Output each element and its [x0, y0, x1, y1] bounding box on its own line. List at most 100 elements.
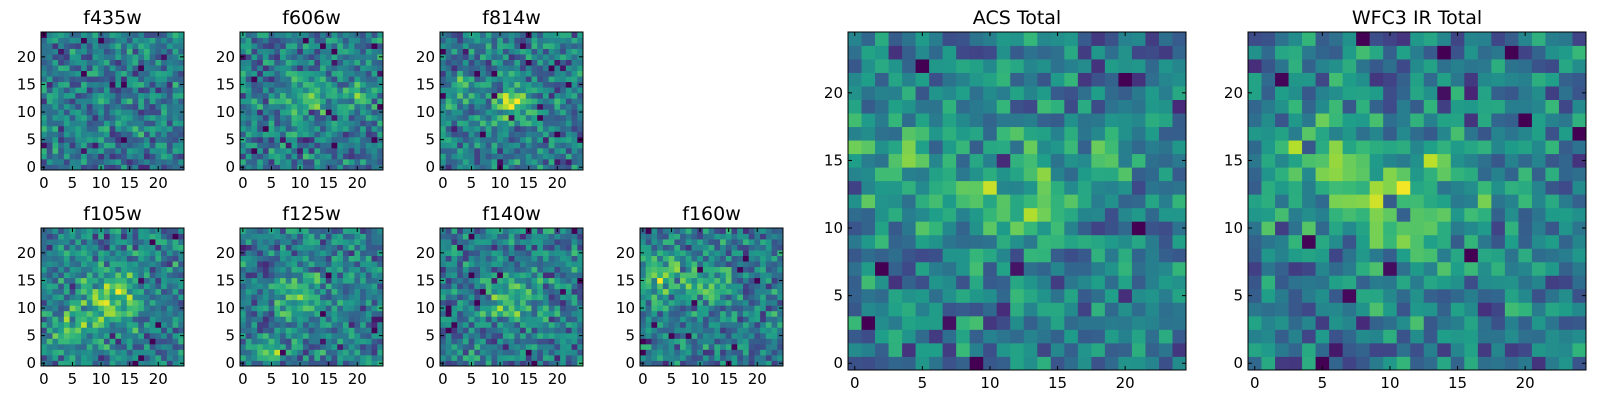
heatmap-cell	[725, 233, 732, 240]
heatmap-cell	[121, 98, 128, 105]
heatmap-cell	[75, 87, 82, 94]
heatmap-cell	[445, 310, 452, 317]
heatmap-cell	[491, 294, 498, 301]
heatmap-cell	[69, 76, 76, 83]
heatmap-cell	[929, 275, 944, 290]
heatmap-cell	[668, 305, 675, 312]
heatmap-cell	[560, 244, 567, 251]
heatmap-cell	[645, 310, 652, 317]
heatmap-cell	[777, 349, 784, 356]
heatmap-cell	[121, 37, 128, 44]
heatmap-cell	[166, 228, 173, 234]
heatmap-cell	[468, 153, 475, 160]
heatmap-cell	[702, 277, 710, 284]
heatmap-cell	[172, 294, 179, 301]
heatmap-cell	[138, 65, 145, 72]
heatmap-cell	[754, 321, 761, 328]
heatmap-cell	[531, 299, 538, 306]
heatmap-cell	[377, 43, 384, 49]
heatmap-cell	[371, 228, 378, 234]
heatmap-cell	[63, 272, 70, 279]
heatmap-cell	[560, 261, 567, 268]
heatmap-cell	[245, 332, 252, 339]
heatmap-cell	[251, 283, 258, 290]
heatmap-cell	[731, 327, 738, 334]
heatmap-cell	[771, 294, 778, 301]
heatmap-cell	[109, 244, 116, 251]
heatmap-cell	[52, 305, 59, 312]
heatmap-cell	[337, 65, 344, 72]
heatmap-cell	[560, 299, 567, 306]
heatmap-cell	[888, 194, 903, 209]
heatmap-cell	[1010, 356, 1025, 371]
heatmap-cell	[720, 305, 727, 312]
heatmap-cell	[178, 37, 185, 44]
heatmap-cell	[46, 277, 53, 284]
heatmap-cell	[92, 305, 99, 312]
heatmap-cell	[502, 120, 510, 127]
heatmap-cell	[508, 277, 515, 284]
heatmap-cell	[577, 338, 584, 345]
heatmap-cell	[548, 233, 555, 240]
heatmap-cell	[138, 321, 145, 328]
heatmap-cell	[81, 136, 88, 143]
heatmap-cell	[777, 321, 784, 328]
heatmap-cell	[274, 109, 281, 116]
heatmap-cell	[115, 70, 122, 77]
heatmap-cell	[691, 299, 698, 306]
heatmap-cell	[98, 81, 105, 88]
heatmap-cell	[565, 164, 572, 171]
heatmap-cell	[457, 272, 464, 279]
heatmap-cell	[445, 120, 452, 127]
heatmap-cell	[285, 37, 292, 44]
heatmap-cell	[121, 59, 128, 66]
heatmap-cell	[748, 244, 755, 251]
heatmap-cell	[497, 299, 504, 306]
heatmap-cell	[126, 114, 133, 121]
heatmap-cell	[474, 43, 481, 49]
heatmap-cell	[354, 321, 361, 328]
heatmap-cell	[314, 255, 321, 262]
heatmap-cell	[491, 103, 498, 110]
heatmap-cell	[331, 114, 338, 121]
heatmap-cell	[155, 343, 162, 350]
heatmap-cell	[462, 153, 469, 160]
heatmap-cell	[514, 103, 521, 110]
heatmap-cell	[132, 360, 139, 367]
heatmap-cell	[149, 142, 156, 149]
heatmap-cell	[132, 294, 139, 301]
heatmap-cell	[132, 354, 139, 361]
heatmap-cell	[132, 70, 139, 77]
heatmap-cell	[126, 283, 133, 290]
heatmap-cell	[708, 327, 715, 334]
heatmap-cell	[172, 327, 179, 334]
heatmap-cell	[121, 250, 128, 256]
heatmap-cell	[1050, 329, 1065, 344]
heatmap-cell	[548, 343, 555, 350]
heatmap-cell	[69, 70, 76, 77]
heatmap-cell	[571, 321, 578, 328]
heatmap-cell	[52, 250, 59, 256]
heatmap-cell	[103, 48, 111, 55]
heatmap-cell	[132, 299, 139, 306]
heatmap-cell	[888, 315, 903, 330]
heatmap-cell	[565, 92, 572, 99]
heatmap-cell	[138, 48, 145, 55]
heatmap-cell	[314, 266, 321, 273]
heatmap-cell	[1158, 356, 1173, 371]
heatmap-cell	[1145, 356, 1160, 371]
heatmap-cell	[308, 109, 315, 116]
heatmap-cell	[485, 153, 492, 160]
heatmap-cell	[297, 288, 304, 295]
heatmap-cell	[121, 283, 128, 290]
heatmap-cell	[440, 65, 447, 72]
heatmap-cell	[52, 239, 59, 245]
heatmap-cell	[685, 327, 692, 334]
heatmap-cell	[365, 32, 372, 38]
heatmap-cell	[46, 103, 53, 110]
heatmap-cell	[178, 153, 185, 160]
heatmap-cell	[725, 310, 732, 317]
heatmap-cell	[103, 321, 111, 328]
heatmap-cell	[291, 294, 298, 301]
heatmap-cell	[468, 114, 475, 121]
